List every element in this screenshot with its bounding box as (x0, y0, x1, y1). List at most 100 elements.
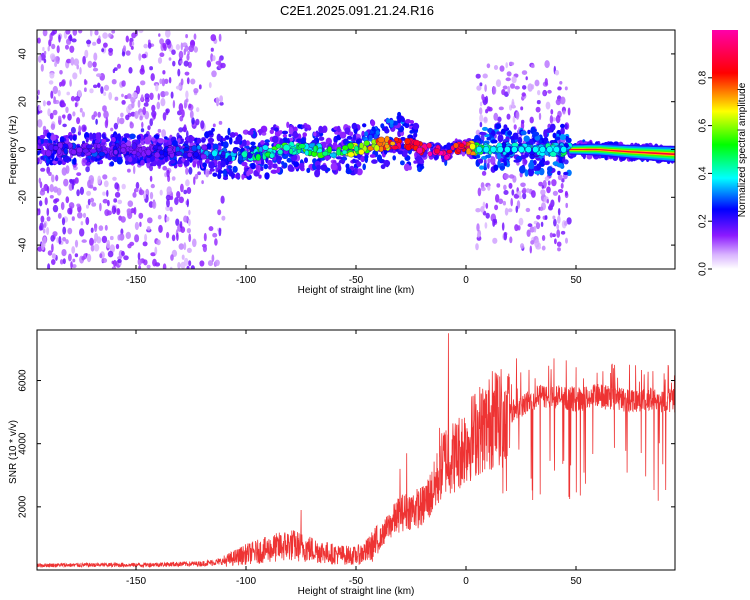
noise-blob (74, 177, 79, 184)
halo-blob (371, 159, 378, 164)
noise-blob (511, 76, 517, 84)
noise-blob (157, 93, 160, 101)
noise-blob (502, 200, 506, 206)
ridge-blob (52, 145, 59, 151)
noise-blob (138, 212, 144, 219)
noise-blob (545, 101, 551, 110)
halo-blob (527, 129, 531, 135)
ridge-blob (85, 144, 93, 149)
halo-blob (523, 135, 530, 142)
noise-blob (214, 259, 220, 266)
ridge-blob (549, 151, 557, 157)
noise-blob (519, 195, 522, 200)
ridge-dot (476, 146, 483, 153)
halo-blob (276, 166, 281, 173)
ridge-blob (465, 147, 472, 155)
ridge-blob (156, 145, 163, 151)
noise-blob (127, 200, 134, 207)
halo-blob (247, 130, 254, 136)
halo-blob (503, 124, 508, 130)
ridge-blob (96, 143, 102, 149)
noise-blob (39, 222, 44, 231)
ridge-dot (490, 146, 497, 153)
noise-blob (40, 187, 46, 192)
halo-blob (147, 134, 152, 141)
noise-blob (38, 177, 41, 184)
noise-blob (525, 188, 531, 194)
noise-blob (146, 226, 151, 231)
halo-blob (153, 134, 160, 139)
halo-blob (258, 174, 262, 179)
diagonal-blob (368, 134, 373, 140)
noise-blob (103, 91, 107, 97)
halo-blob (223, 168, 227, 177)
noise-blob (557, 189, 564, 193)
x-tick-label: 0 (463, 576, 469, 587)
noise-blob (72, 264, 77, 269)
diagonal-blob (380, 123, 385, 129)
noise-blob (67, 207, 72, 215)
noise-blob (552, 233, 556, 237)
halo-blob (302, 132, 308, 138)
noise-blob (108, 92, 113, 101)
noise-blob (90, 178, 94, 186)
halo-blob (37, 144, 40, 149)
halo-blob (281, 130, 289, 135)
noise-blob (188, 233, 192, 243)
noise-blob (166, 186, 172, 195)
noise-blob (113, 67, 118, 71)
noise-blob (54, 61, 58, 67)
noise-blob (186, 265, 190, 269)
halo-blob (255, 164, 260, 171)
noise-blob (139, 221, 142, 227)
halo-blob (547, 166, 553, 173)
noise-blob (65, 165, 70, 174)
noise-blob (565, 237, 568, 244)
ridge-blob (214, 154, 221, 161)
ridge-blob (200, 153, 207, 160)
noise-blob (49, 195, 54, 199)
halo-blob (483, 166, 488, 171)
halo-blob (164, 136, 168, 140)
noise-blob (180, 183, 184, 193)
noise-blob (134, 221, 139, 231)
noise-blob (74, 239, 79, 248)
noise-blob (140, 80, 146, 86)
halo-blob (559, 134, 567, 141)
noise-blob (149, 191, 154, 200)
noise-blob (50, 31, 55, 36)
noise-blob (494, 204, 499, 211)
noise-blob (99, 202, 102, 212)
halo-blob (116, 156, 123, 165)
noise-blob (517, 190, 522, 196)
halo-blob (479, 165, 484, 170)
noise-blob (210, 34, 217, 42)
noise-blob (76, 172, 82, 177)
halo-blob (52, 160, 59, 164)
noise-blob (81, 256, 85, 261)
noise-blob (128, 67, 133, 74)
noise-blob (179, 60, 183, 64)
noise-blob (120, 112, 124, 118)
noise-blob (103, 180, 109, 188)
halo-blob (282, 162, 288, 169)
halo-blob (480, 132, 487, 136)
noise-blob (160, 98, 166, 107)
noise-blob (160, 91, 166, 98)
noise-blob (117, 258, 122, 264)
noise-blob (544, 60, 550, 69)
noise-blob (503, 184, 507, 191)
noise-blob (89, 197, 95, 203)
noise-blob (181, 254, 185, 260)
noise-blob (103, 42, 108, 48)
noise-blob (147, 217, 153, 224)
noise-blob (156, 239, 161, 246)
noise-blob (149, 165, 153, 172)
halo-blob (192, 161, 197, 168)
noise-blob (166, 231, 170, 239)
noise-blob (218, 33, 222, 42)
noise-blob (486, 162, 490, 170)
halo-blob (222, 176, 229, 181)
noise-blob (86, 39, 92, 45)
halo-blob (520, 130, 527, 136)
